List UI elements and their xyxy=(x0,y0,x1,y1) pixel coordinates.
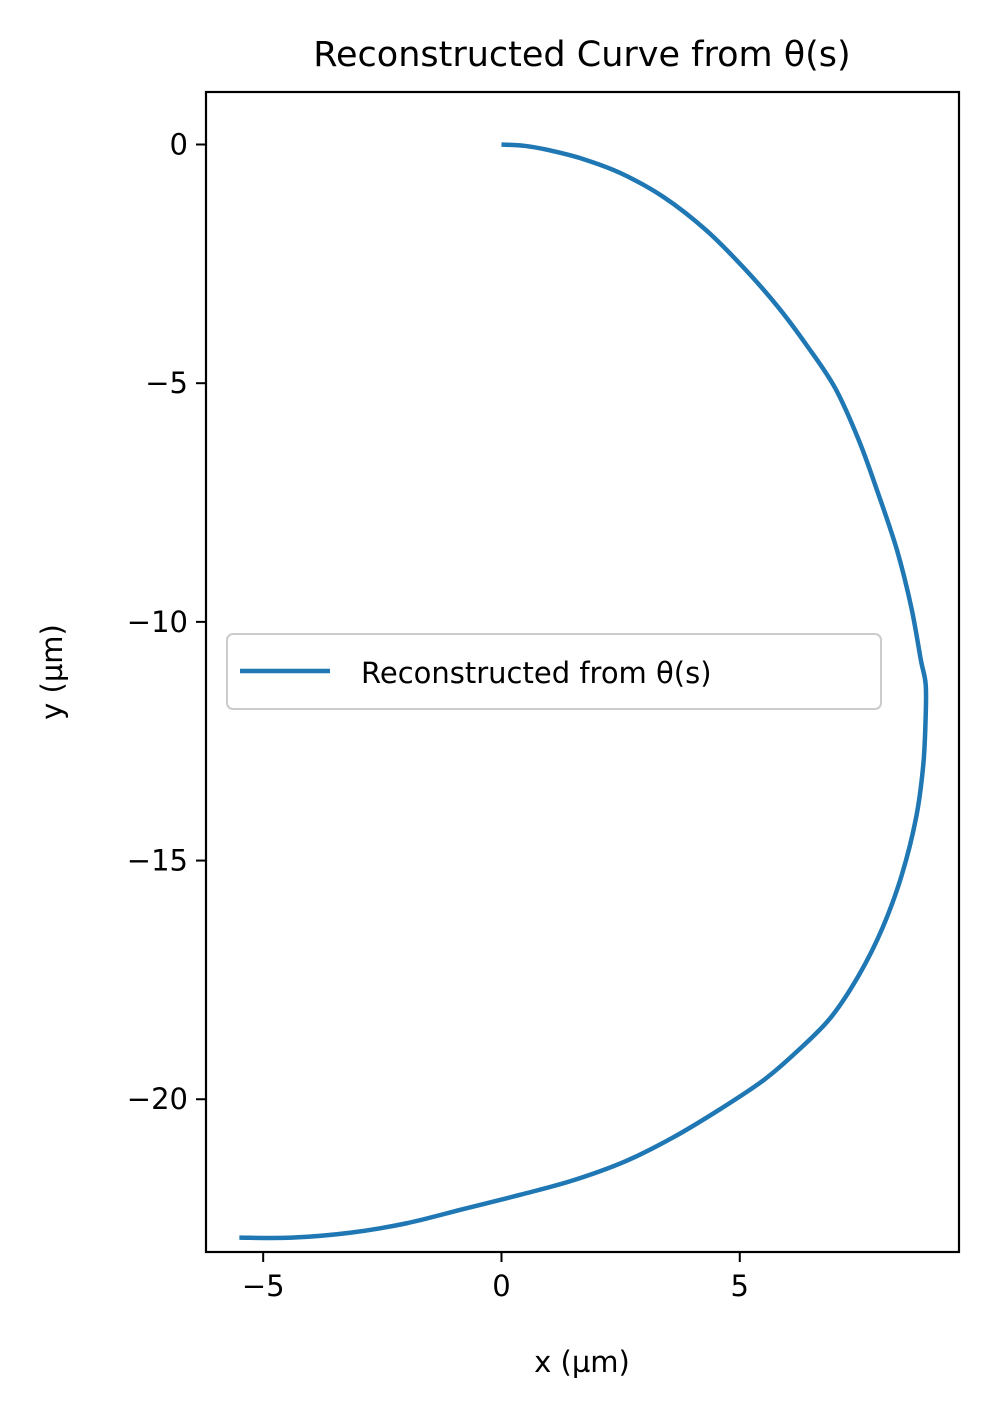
y-tick-label: 0 xyxy=(170,128,188,162)
x-tick-label: 0 xyxy=(492,1269,510,1303)
y-axis-ticks: 0 −5 −10 −15 −20 xyxy=(127,128,206,1116)
y-tick-label: −20 xyxy=(127,1082,188,1116)
y-axis-label: y (µm) xyxy=(35,624,69,720)
x-axis-ticks: −5 0 5 xyxy=(242,1252,749,1303)
legend-label: Reconstructed from θ(s) xyxy=(361,656,712,690)
y-tick-label: −10 xyxy=(127,605,188,639)
y-tick-label: −15 xyxy=(127,844,188,878)
series-line xyxy=(239,142,929,1241)
legend-box xyxy=(226,633,882,710)
chart-title: Reconstructed Curve from θ(s) xyxy=(313,35,850,75)
x-tick-label: −5 xyxy=(242,1269,285,1303)
legend: Reconstructed from θ(s) xyxy=(226,633,882,710)
y-tick-label: −5 xyxy=(145,366,188,400)
plot-area xyxy=(204,90,961,1254)
x-tick-label: 5 xyxy=(731,1269,749,1303)
x-axis-label: x (µm) xyxy=(534,1345,630,1379)
